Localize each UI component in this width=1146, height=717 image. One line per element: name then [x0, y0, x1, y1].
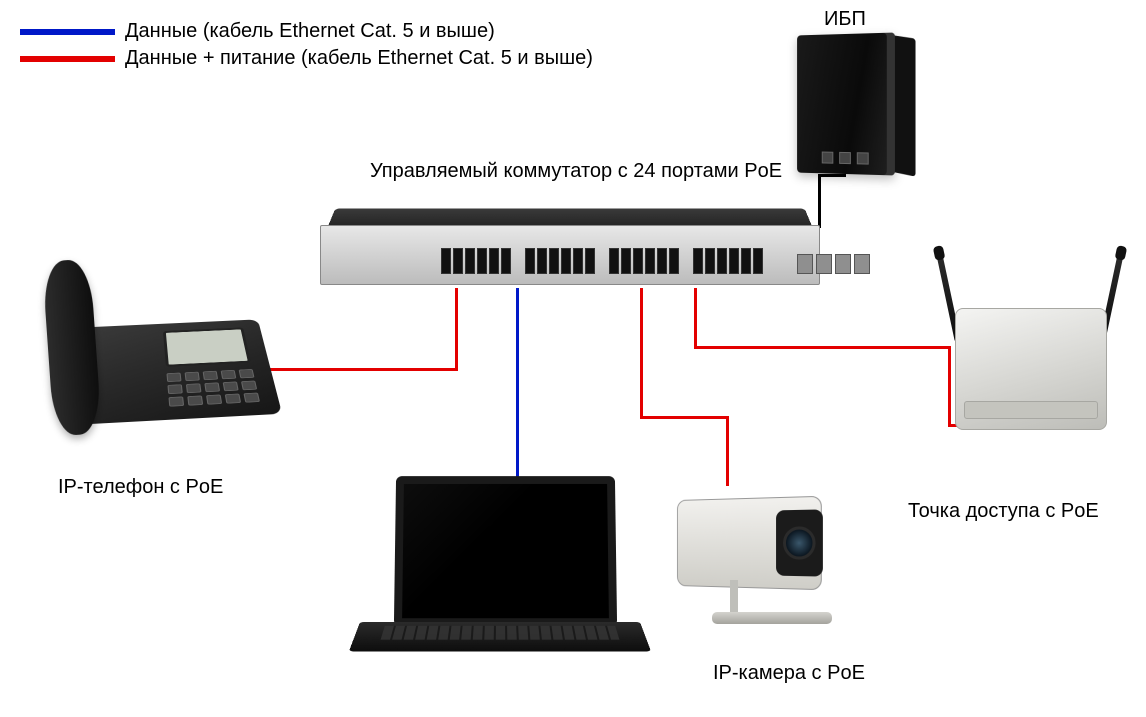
device-access-point [935, 253, 1125, 473]
legend-row-data: Данные (кабель Ethernet Cat. 5 и выше) [20, 20, 593, 43]
legend-swatch-data [20, 29, 115, 35]
label-switch: Управляемый коммутатор с 24 портами PoE [370, 160, 782, 183]
wire-camera-drop [726, 416, 729, 486]
legend-swatch-datapower [20, 56, 115, 62]
legend-text-data: Данные (кабель Ethernet Cat. 5 и выше) [125, 20, 495, 43]
legend: Данные (кабель Ethernet Cat. 5 и выше) Д… [20, 20, 593, 74]
device-ip-phone [20, 240, 280, 450]
label-ups: ИБП [824, 8, 866, 31]
wire-laptop-down [516, 288, 519, 488]
diagram-canvas: Данные (кабель Ethernet Cat. 5 и выше) Д… [0, 0, 1146, 717]
label-ap: Точка доступа с PoE [908, 500, 1099, 523]
device-ups [797, 33, 895, 176]
switch-ports [441, 248, 870, 274]
wire-ap-right [694, 346, 950, 349]
legend-row-datapower: Данные + питание (кабель Ethernet Cat. 5… [20, 47, 593, 70]
device-switch [320, 195, 820, 285]
legend-text-datapower: Данные + питание (кабель Ethernet Cat. 5… [125, 47, 593, 70]
wire-phone-down [455, 288, 458, 370]
wire-ap-down [694, 288, 697, 348]
wire-camera-right [640, 416, 728, 419]
label-phone: IP-телефон с PoE [58, 476, 223, 499]
label-camera: IP-камера с PoE [713, 662, 865, 685]
device-ip-camera [670, 480, 880, 630]
device-laptop [360, 475, 640, 680]
wire-ups-right [818, 174, 846, 177]
wire-camera-down [640, 288, 643, 418]
